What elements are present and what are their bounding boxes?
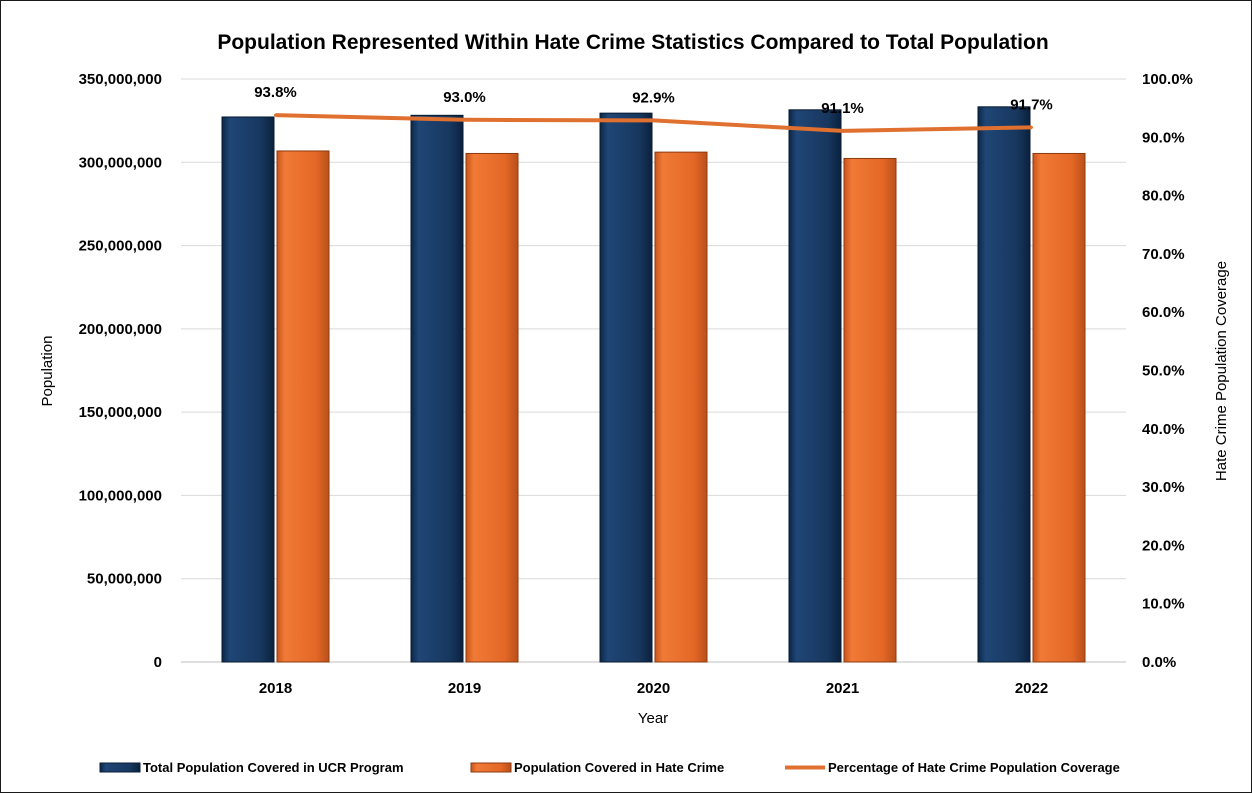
- y-tick-label: 350,000,000: [79, 71, 162, 88]
- percentage-data-label: 92.9%: [632, 89, 675, 106]
- x-axis-ticks: 2018 2019 2020 2021 2022: [259, 680, 1048, 697]
- x-tick-label: 2018: [259, 680, 292, 697]
- y2-tick-label: 80.0%: [1142, 188, 1185, 205]
- x-axis-title: Year: [638, 710, 668, 727]
- y-tick-label: 50,000,000: [87, 571, 162, 588]
- y-tick-label: 150,000,000: [79, 404, 162, 421]
- y2-tick-label: 0.0%: [1142, 654, 1176, 671]
- legend-item-total-population: Total Population Covered in UCR Program: [99, 760, 404, 775]
- y-axis-ticks: 0 50,000,000 100,000,000 150,000,000 200,000…: [79, 71, 162, 671]
- y2-tick-label: 10.0%: [1142, 596, 1185, 613]
- y-tick-label: 200,000,000: [79, 321, 162, 338]
- y2-tick-label: 100.0%: [1142, 71, 1193, 88]
- bar-total-population: [410, 114, 464, 663]
- percentage-data-label: 93.8%: [254, 84, 297, 101]
- legend-label-hate-crime-population: Population Covered in Hate Crime: [514, 760, 724, 775]
- percentage-line-layer: 93.8% 93.0% 92.9% 91.1% 91.7%: [254, 84, 1053, 133]
- bar-total-population: [788, 109, 842, 663]
- percentage-point: [652, 118, 655, 122]
- y2-tick-label: 50.0%: [1142, 363, 1185, 380]
- percentage-point: [463, 118, 466, 122]
- legend-label-percentage: Percentage of Hate Crime Population Cove…: [828, 760, 1120, 775]
- percentage-point: [274, 113, 277, 117]
- bar-hate-crime-population: [843, 157, 897, 663]
- bar-hate-crime-population: [276, 150, 330, 663]
- x-tick-label: 2019: [448, 680, 481, 697]
- legend: Total Population Covered in UCR Program …: [99, 760, 1120, 775]
- x-tick-label: 2020: [637, 680, 670, 697]
- bar-hate-crime-population: [1032, 152, 1086, 663]
- gridlines: [181, 78, 1126, 663]
- chart-title: Population Represented Within Hate Crime…: [217, 31, 1048, 54]
- bar-total-population: [977, 106, 1031, 663]
- bar-total-population: [599, 112, 653, 663]
- y2-axis-title: Hate Crime Population Coverage: [1213, 261, 1230, 481]
- y2-tick-label: 30.0%: [1142, 479, 1185, 496]
- y-tick-label: 300,000,000: [79, 154, 162, 171]
- x-tick-label: 2021: [826, 680, 859, 697]
- y2-axis-ticks: 0.0% 10.0% 20.0% 30.0% 40.0% 50.0% 60.0% 70.0% 8…: [1142, 71, 1193, 671]
- bar-total-population: [221, 116, 275, 663]
- legend-label-total-population: Total Population Covered in UCR Program: [143, 760, 404, 775]
- y-axis-title: Population: [39, 336, 56, 407]
- legend-item-hate-crime-population: Population Covered in Hate Crime: [470, 760, 724, 775]
- y2-tick-label: 60.0%: [1142, 304, 1185, 321]
- y2-tick-label: 20.0%: [1142, 537, 1185, 554]
- y2-tick-label: 70.0%: [1142, 246, 1185, 263]
- y2-tick-label: 90.0%: [1142, 129, 1185, 146]
- percentage-data-label: 91.7%: [1010, 96, 1053, 113]
- legend-item-percentage: Percentage of Hate Crime Population Cove…: [785, 760, 1120, 775]
- bar-hate-crime-population: [465, 152, 519, 663]
- percentage-point: [1030, 125, 1033, 129]
- y2-tick-label: 40.0%: [1142, 421, 1185, 438]
- legend-swatch-total-population: [99, 762, 141, 773]
- percentage-data-label: 93.0%: [443, 89, 486, 106]
- y-tick-label: 250,000,000: [79, 238, 162, 255]
- legend-swatch-hate-crime-population: [470, 762, 512, 773]
- y-tick-label: 0: [154, 654, 162, 671]
- percentage-data-label: 91.1%: [821, 100, 864, 117]
- y-tick-label: 100,000,000: [79, 487, 162, 504]
- bars: [221, 106, 1086, 663]
- bar-hate-crime-population: [654, 151, 708, 663]
- percentage-point: [841, 129, 844, 133]
- percentage-line: [275, 113, 1032, 133]
- x-tick-label: 2022: [1015, 680, 1048, 697]
